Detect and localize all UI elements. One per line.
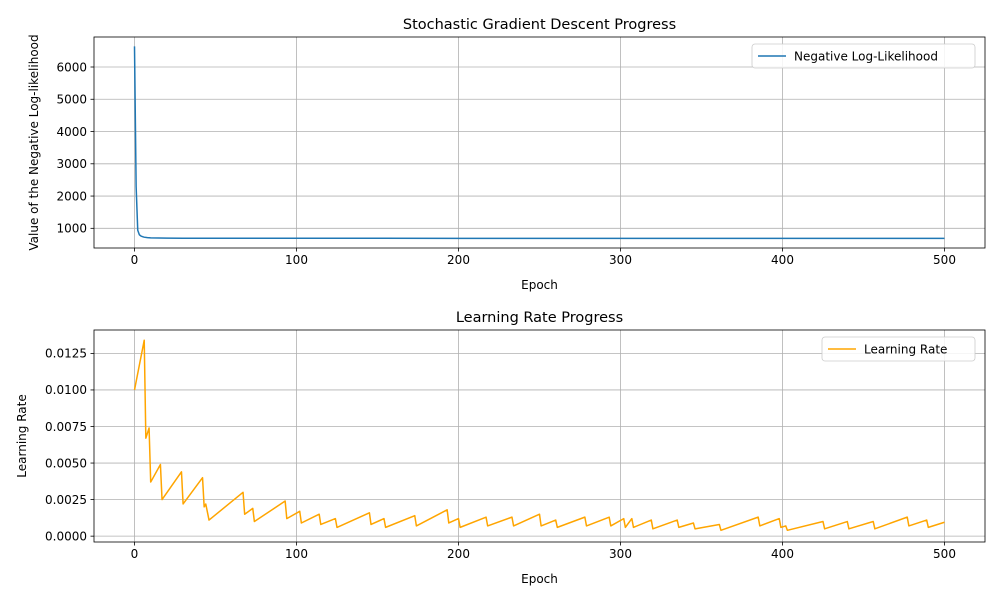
x-tick-label: 100 — [285, 253, 308, 267]
series-line-0 — [133, 46, 945, 240]
legend-label: Learning Rate — [864, 343, 947, 357]
x-tick-label: 200 — [447, 547, 470, 561]
x-tick-label: 100 — [285, 547, 308, 561]
x-tick-label: 500 — [933, 253, 956, 267]
x-axis-label: Epoch — [521, 278, 558, 292]
legend: Negative Log-Likelihood — [751, 43, 976, 69]
grid — [94, 330, 985, 542]
x-tick-label: 300 — [609, 253, 632, 267]
y-tick-label: 0.0075 — [45, 420, 87, 434]
x-tick-label: 500 — [933, 547, 956, 561]
x-tick-label: 200 — [447, 253, 470, 267]
chart-title: Learning Rate Progress — [456, 310, 623, 326]
y-tick-label: 1000 — [56, 222, 87, 236]
chart-nll: 0 100 200 300 400 500 1000 2000 3000 4000 5000 6000… — [27, 17, 986, 292]
chart-title: Stochastic Gradient Descent Progress — [403, 17, 676, 33]
legend-label: Negative Log-Likelihood — [794, 50, 938, 64]
x-tick-label: 400 — [771, 253, 794, 267]
legend: Learning Rate — [821, 336, 976, 362]
legend-box — [751, 43, 976, 69]
series-line-0 — [133, 339, 945, 532]
chart-learning-rate: 0 100 200 300 400 500 0.0000 0.0025 0.0050 0.0075… — [15, 310, 986, 586]
y-tick-label: 4000 — [56, 125, 87, 139]
y-axis-label: Value of the Negative Log-likelihood — [27, 34, 41, 250]
legend-box — [821, 336, 976, 362]
y-tick-label: 0.0025 — [45, 493, 87, 507]
axes-frame — [93, 329, 986, 543]
y-tick-label: 5000 — [56, 93, 87, 107]
x-tick-label: 300 — [609, 547, 632, 561]
y-axis-label: Learning Rate — [15, 394, 29, 477]
y-tick-label: 6000 — [56, 60, 87, 74]
y-tick-label: 0.0050 — [45, 456, 87, 470]
y-tick-label: 2000 — [56, 189, 87, 203]
x-tick-label: 0 — [131, 253, 139, 267]
y-tick-label: 0.0100 — [45, 383, 87, 397]
x-tick-label: 400 — [771, 547, 794, 561]
x-axis-label: Epoch — [521, 572, 558, 586]
y-tick-label: 0.0125 — [45, 347, 87, 361]
grid — [94, 37, 985, 248]
x-tick-label: 0 — [131, 547, 139, 561]
axes-frame — [93, 36, 986, 249]
y-tick-label: 0.0000 — [45, 529, 87, 543]
y-tick-label: 3000 — [56, 157, 87, 171]
